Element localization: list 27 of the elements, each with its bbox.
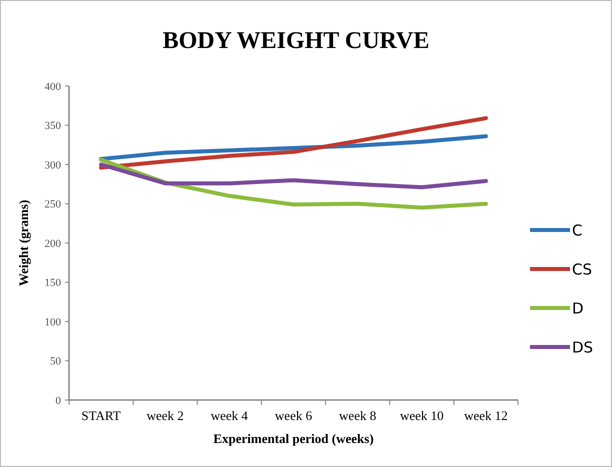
legend-label: D xyxy=(572,299,584,318)
x-tick-label: week 12 xyxy=(464,408,508,423)
line-series xyxy=(99,158,488,210)
legend-label: C xyxy=(572,221,582,240)
line-series xyxy=(99,134,488,162)
chart-title: BODY WEIGHT CURVE xyxy=(162,28,430,54)
y-tick-label: 50 xyxy=(50,356,62,368)
x-tick-label: week 8 xyxy=(339,408,376,423)
x-tick-label: week 6 xyxy=(274,408,313,423)
y-tick-label: 250 xyxy=(44,198,62,211)
legend-label: CS xyxy=(572,260,592,278)
line-series xyxy=(99,162,488,190)
y-tick-label: 100 xyxy=(44,316,62,328)
legend-label: DS xyxy=(572,338,594,356)
y-axis-title: Weight (grams) xyxy=(16,200,31,286)
y-tick-label: 200 xyxy=(44,238,62,250)
x-tick-label: week 2 xyxy=(146,408,184,423)
y-tick-label: 400 xyxy=(44,80,62,93)
x-tick-label: START xyxy=(81,408,121,423)
y-tick-label: 300 xyxy=(44,159,62,172)
line-series xyxy=(99,116,488,170)
y-tick-label: 350 xyxy=(44,120,62,132)
x-axis-title: Experimental period (weeks) xyxy=(213,431,374,446)
y-tick-label: 150 xyxy=(44,277,62,290)
x-tick-label: week 10 xyxy=(400,408,444,423)
y-tick-label: 0 xyxy=(56,394,62,407)
x-tick-label: week 4 xyxy=(210,408,248,423)
